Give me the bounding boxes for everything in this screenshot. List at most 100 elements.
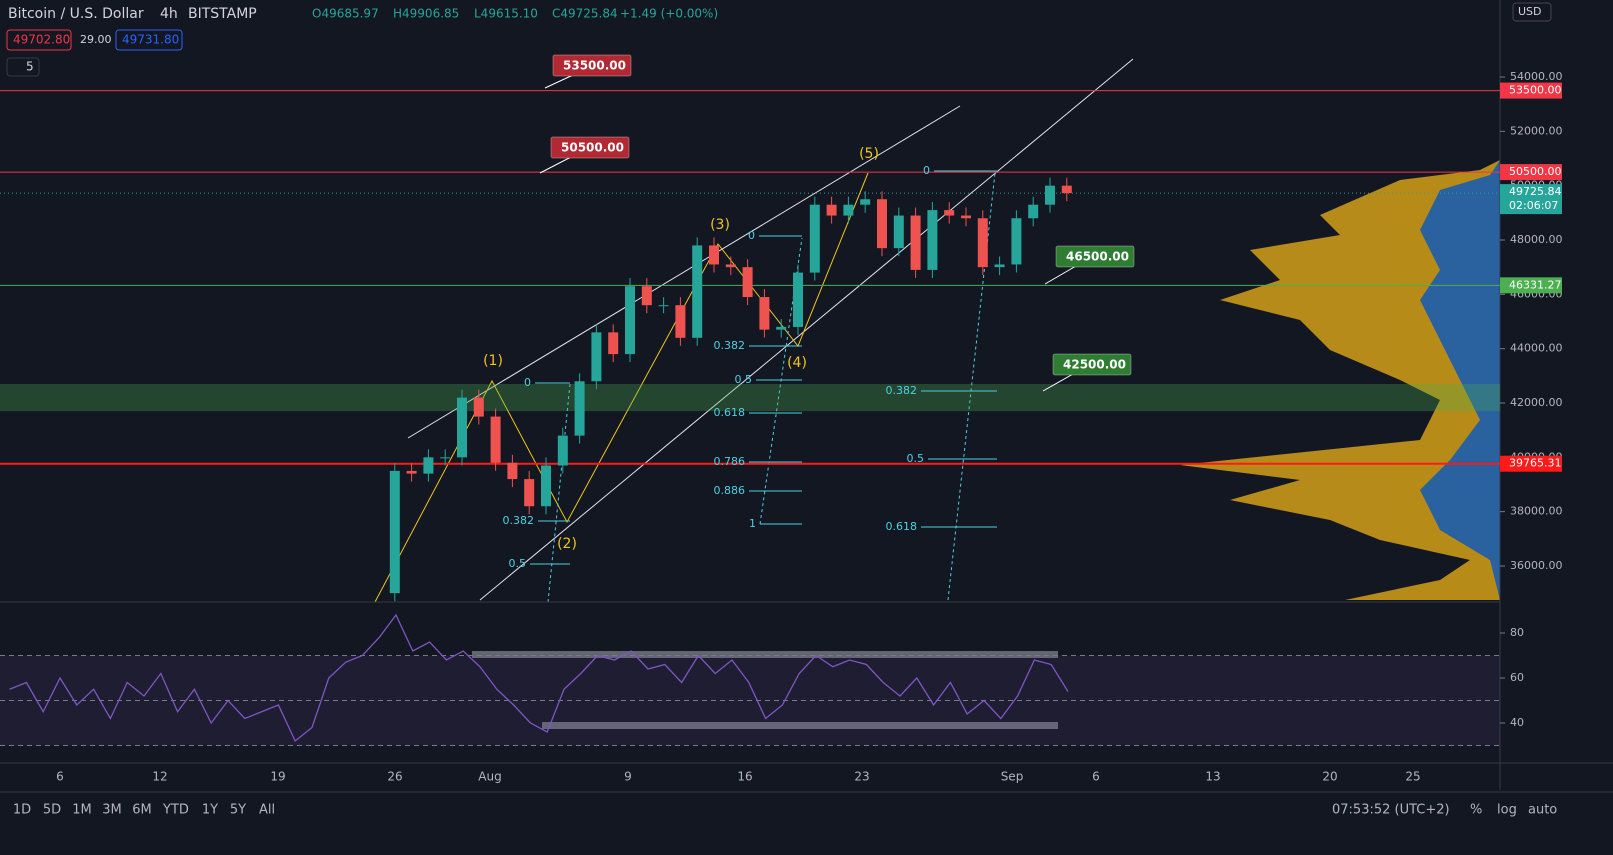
range-button[interactable]: YTD xyxy=(162,803,189,818)
fib-label: 0.786 xyxy=(714,455,746,468)
fib-label: 0.618 xyxy=(886,520,918,533)
callout-box xyxy=(552,54,632,77)
callout-box xyxy=(1055,245,1135,268)
channel-top xyxy=(407,105,961,439)
price-level-tag-label: 53500.00 xyxy=(1509,84,1562,97)
candle xyxy=(1061,185,1072,194)
time-tick-label: 13 xyxy=(1205,770,1220,784)
candle xyxy=(709,245,719,265)
fib-label: 0.5 xyxy=(735,373,753,386)
percent-toggle[interactable]: % xyxy=(1470,803,1482,818)
ohlc-open: O49685.97 xyxy=(312,7,379,21)
candle xyxy=(608,332,619,355)
spread: 29.00 xyxy=(80,33,112,46)
fib-label: 0.382 xyxy=(886,384,918,397)
candle xyxy=(423,457,434,474)
last-price-tag xyxy=(1500,184,1562,215)
indicator-count[interactable]: 5 xyxy=(26,60,34,74)
price-tick-label: 42000.00 xyxy=(1510,396,1563,409)
sell-price[interactable]: 49702.80 xyxy=(13,33,70,47)
support-zone xyxy=(0,383,1500,412)
fib-label: 0 xyxy=(524,376,531,389)
time-tick-label: Sep xyxy=(1001,770,1024,784)
callout-pointer xyxy=(544,74,574,89)
time-tick-label: 26 xyxy=(387,770,402,784)
candle xyxy=(759,297,770,330)
price-level-tag xyxy=(1500,277,1562,294)
candle xyxy=(641,286,652,306)
currency[interactable]: USD xyxy=(1518,5,1542,18)
callout-box xyxy=(1052,353,1132,376)
wave-label: (2) xyxy=(557,536,577,552)
time-tick-label: 6 xyxy=(56,770,64,784)
time-tick-label: 19 xyxy=(270,770,285,784)
sell-button[interactable] xyxy=(6,29,72,51)
indicator-toggle[interactable] xyxy=(6,57,40,77)
candle xyxy=(1028,204,1039,219)
exchange: BITSTAMP xyxy=(188,6,257,22)
candle xyxy=(440,457,451,459)
price-level-tag xyxy=(1500,455,1562,472)
candle xyxy=(524,479,535,507)
wave-label: (5) xyxy=(859,146,879,162)
candle xyxy=(725,264,736,268)
buy-price[interactable]: 49731.80 xyxy=(122,33,179,47)
currency-button[interactable] xyxy=(1512,2,1552,22)
time-tick-label: 6 xyxy=(1092,770,1100,784)
candle xyxy=(809,204,820,273)
candle xyxy=(994,264,1005,268)
candle xyxy=(591,332,602,382)
fib-trend xyxy=(547,383,571,603)
ohlc-high: H49906.85 xyxy=(393,7,459,21)
price-tick-label: 54000.00 xyxy=(1510,70,1563,83)
auto-toggle[interactable]: auto xyxy=(1528,803,1557,818)
time-tick-label: 12 xyxy=(152,770,167,784)
fib-label: 0.5 xyxy=(907,452,925,465)
range-button[interactable]: 1M xyxy=(72,803,92,818)
candle xyxy=(625,286,635,355)
range-button[interactable]: 1Y xyxy=(202,803,218,818)
rsi-tick-label: 80 xyxy=(1510,626,1524,639)
candle xyxy=(776,326,787,330)
range-button[interactable]: 6M xyxy=(132,803,152,818)
range-button[interactable]: All xyxy=(259,803,275,818)
time-tick-label: 16 xyxy=(737,770,752,784)
candle xyxy=(1045,185,1055,205)
volume-profile xyxy=(1180,160,1500,600)
buy-button[interactable] xyxy=(115,29,183,51)
range-button[interactable]: 3M xyxy=(102,803,122,818)
time-tick-label: 25 xyxy=(1405,770,1420,784)
candle xyxy=(910,215,921,270)
price-level-tag-label: 39765.31 xyxy=(1509,457,1562,470)
fib-label: 0.382 xyxy=(714,339,746,352)
candle xyxy=(977,218,988,268)
candle xyxy=(406,470,417,474)
channel-bottom xyxy=(479,58,1134,601)
range-button[interactable]: 5Y xyxy=(230,803,246,818)
last-price-label: 49725.84 xyxy=(1509,185,1562,198)
interval[interactable]: 4h xyxy=(160,6,178,22)
price-level-tag-label: 50500.00 xyxy=(1509,165,1562,178)
candle xyxy=(843,204,854,216)
price-level-tag xyxy=(1500,82,1562,99)
rsi-support xyxy=(542,722,1058,729)
callout-pointer xyxy=(539,156,572,174)
candle xyxy=(944,210,955,216)
candle xyxy=(742,267,753,298)
candle xyxy=(1011,218,1022,265)
candle xyxy=(389,470,400,594)
candle xyxy=(541,465,551,507)
log-toggle[interactable]: log xyxy=(1497,803,1517,818)
candle xyxy=(877,199,887,249)
fib-label: 0.5 xyxy=(509,557,527,570)
candle xyxy=(692,245,703,338)
price-level-tag-label: 46331.27 xyxy=(1509,278,1562,291)
range-button[interactable]: 5D xyxy=(43,803,61,818)
callout-label: 50500.00 xyxy=(561,141,624,155)
callout-label: 53500.00 xyxy=(563,59,626,73)
fib-label: 0.886 xyxy=(714,484,746,497)
range-button[interactable]: 1D xyxy=(13,803,31,818)
candle xyxy=(490,416,501,463)
clock: 07:53:52 (UTC+2) xyxy=(1332,803,1450,818)
